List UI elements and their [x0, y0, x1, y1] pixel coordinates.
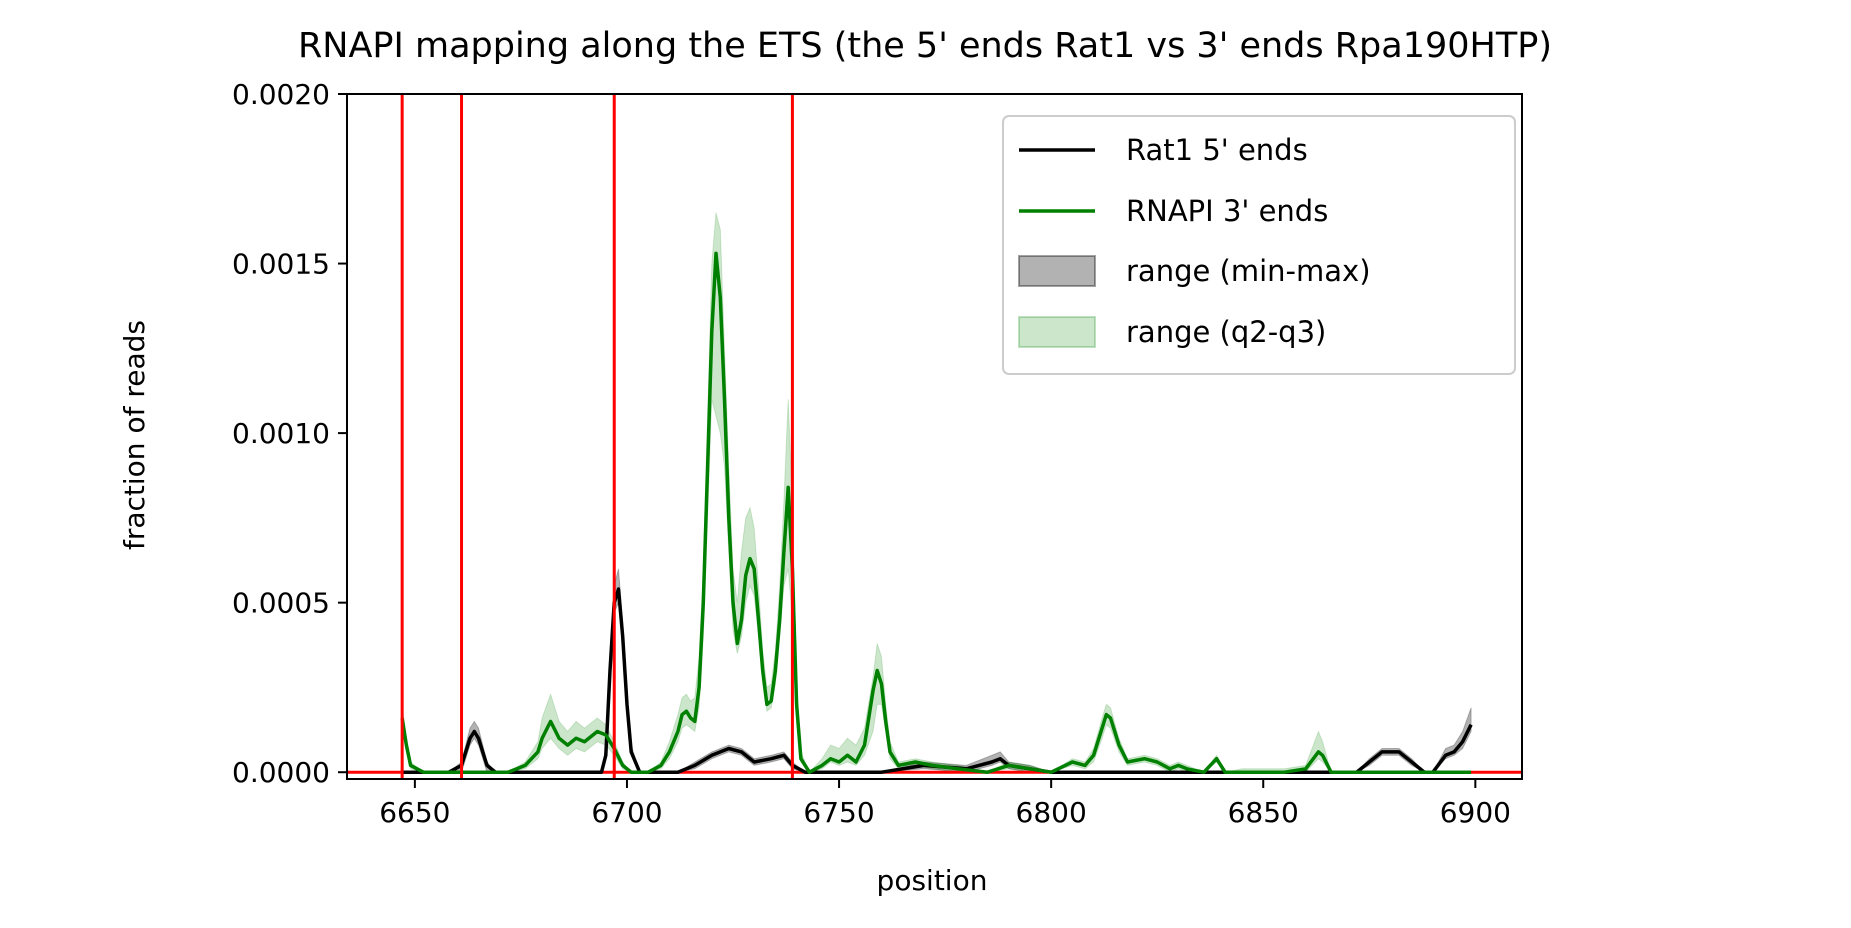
x-tick-label: 6800 [1016, 796, 1087, 829]
legend-patch-swatch [1018, 316, 1096, 348]
legend-entry-label: Rat1 5' ends [1126, 133, 1308, 167]
y-tick-label: 0.0015 [232, 248, 330, 281]
legend: Rat1 5' ends RNAPI 3' ends range (min-max)… [1002, 115, 1516, 375]
legend-entry-label: range (min-max) [1126, 254, 1371, 288]
series-line-0 [402, 587, 1473, 774]
y-tick-label: 0.0020 [232, 78, 330, 111]
x-tick-label: 6650 [379, 796, 450, 829]
x-tick-label: 6750 [803, 796, 874, 829]
y-axis-label: fraction of reads [118, 320, 151, 550]
legend-frame [1002, 115, 1516, 375]
chart-title: RNAPI mapping along the ETS (the 5' ends… [298, 26, 1552, 66]
legend-patch-swatch [1018, 255, 1096, 287]
x-tick-label: 6700 [591, 796, 662, 829]
legend-entry-label: range (q2-q3) [1126, 315, 1326, 349]
plot-frame [346, 93, 1523, 780]
x-tick-label: 6900 [1440, 796, 1511, 829]
y-axis: 0.0000 0.0005 0.0010 0.0015 0.0020 [232, 78, 347, 789]
x-axis-label: position [877, 864, 988, 897]
y-tick-label: 0.0000 [232, 756, 330, 789]
plot-area [346, 93, 1523, 780]
y-tick-label: 0.0010 [232, 417, 330, 450]
x-axis: 6650 6700 6750 6800 6850 6900 [379, 779, 1511, 829]
series-line-1 [400, 251, 1472, 774]
x-tick-label: 6850 [1228, 796, 1299, 829]
y-tick-label: 0.0005 [232, 587, 330, 620]
legend-entry-label: RNAPI 3' ends [1126, 194, 1328, 228]
